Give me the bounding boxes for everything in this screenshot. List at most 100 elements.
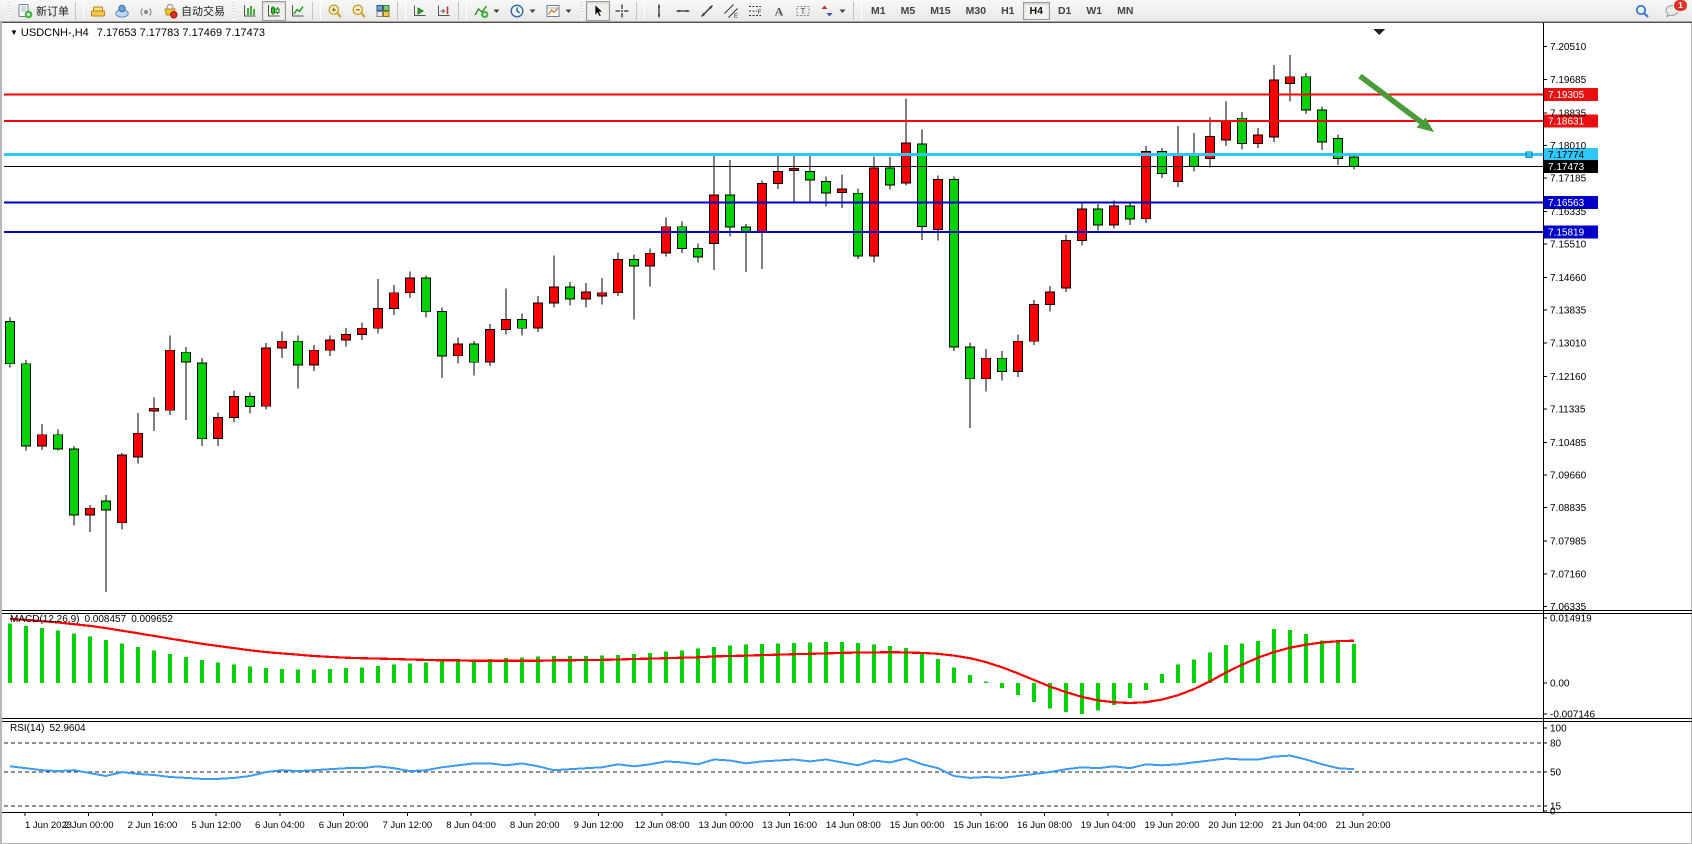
- text-tool-button[interactable]: A: [767, 1, 791, 21]
- timeframe-button-m5[interactable]: M5: [894, 2, 923, 20]
- price-axis-tick: 7.18835: [1550, 108, 1587, 119]
- auto-scroll-button[interactable]: [408, 1, 432, 21]
- toolbar-grip[interactable]: [7, 1, 10, 20]
- horizontal-line-icon: [675, 3, 691, 19]
- bar-chart-mode-button[interactable]: [238, 1, 262, 21]
- time-axis-tick: 6 Jun 20:00: [319, 820, 369, 831]
- signals-button[interactable]: [134, 1, 158, 21]
- price-badge-label: 7.17473: [1548, 162, 1585, 173]
- horizontal-line-tool-button[interactable]: [671, 1, 695, 21]
- svg-text:E: E: [734, 13, 738, 19]
- timeframe-button-w1[interactable]: W1: [1079, 2, 1109, 20]
- timeframe-button-d1[interactable]: D1: [1051, 2, 1078, 20]
- main-toolbar: 新订单 自动交易 E F A T M1 M5 M15 M30 H1 H4 D1 W1 MN 1: [0, 0, 1692, 22]
- price-axis-tick: 7.08835: [1550, 503, 1587, 514]
- price-badge-label: 7.17774: [1548, 150, 1585, 161]
- macd-indicator-label: MACD(12,26,9) 0.008457 0.009652: [10, 614, 178, 625]
- time-axis-tick: 15 Jun 00:00: [890, 820, 945, 831]
- timeframe-button-m30[interactable]: M30: [959, 2, 993, 20]
- collapse-quote-icon[interactable]: ▼: [10, 28, 18, 37]
- zoom-out-button[interactable]: [347, 1, 371, 21]
- indicators-button[interactable]: [469, 1, 505, 21]
- chart-canvas[interactable]: 7.19305 7.18631 7.17774 7.17473 7.16563 7.158…: [2, 22, 1692, 844]
- trendline-tool-button[interactable]: [695, 1, 719, 21]
- price-axis-tick: 7.10485: [1550, 438, 1587, 449]
- candlestick-mode-button[interactable]: [262, 0, 286, 21]
- price-badge: [1544, 160, 1598, 174]
- vertical-line-tool-button[interactable]: [647, 1, 671, 21]
- market-button[interactable]: [110, 1, 134, 21]
- zoom-in-button[interactable]: [323, 1, 347, 21]
- timeframe-button-m15[interactable]: M15: [923, 2, 957, 20]
- chevron-down-icon: [564, 3, 573, 19]
- time-axis-tick: 21 Jun 04:00: [1272, 820, 1327, 831]
- search-button[interactable]: [1630, 1, 1654, 21]
- market-icon: [114, 3, 130, 19]
- cursor-tool-button[interactable]: [586, 0, 610, 21]
- price-axis-tick: 7.09660: [1550, 471, 1587, 482]
- price-badge: [1544, 225, 1598, 239]
- line-chart-mode-button[interactable]: [286, 1, 310, 21]
- price-axis-tick: 7.16335: [1550, 207, 1587, 218]
- toolbar-separator: [312, 1, 321, 20]
- time-axis-tick: 8 Jun 20:00: [510, 820, 560, 831]
- chart-shift-button[interactable]: [432, 1, 456, 21]
- new-order-button[interactable]: 新订单: [13, 1, 73, 21]
- toolbar-grip[interactable]: [580, 1, 583, 20]
- chart-shift-marker-icon[interactable]: [1373, 29, 1385, 35]
- level-handle[interactable]: [1525, 151, 1533, 159]
- autotrade-button[interactable]: 自动交易: [158, 1, 229, 21]
- chevron-down-icon: [492, 3, 501, 19]
- time-axis-tick: 1 Jun 2023: [25, 820, 72, 831]
- toolbar-separator: [397, 1, 406, 20]
- toolbar-separator: [458, 1, 467, 20]
- arrows-shapes-icon: [819, 3, 835, 19]
- text-label-icon: T: [795, 3, 811, 19]
- chart-title: ▼ USDCNH-,H4 7.17653 7.17783 7.17469 7.174…: [10, 27, 270, 39]
- timeframe-button-h4[interactable]: H4: [1022, 1, 1050, 20]
- shapes-tool-button[interactable]: [815, 1, 851, 21]
- autotrade-icon: [162, 3, 178, 19]
- tile-windows-button[interactable]: [371, 1, 395, 21]
- fibonacci-tool-button[interactable]: F: [743, 1, 767, 21]
- time-axis-tick: 13 Jun 16:00: [762, 820, 817, 831]
- auto-scroll-icon: [412, 3, 428, 19]
- price-axis-tick: 7.07160: [1550, 569, 1587, 580]
- macd-name: MACD(12,26,9): [10, 614, 80, 625]
- svg-text:A: A: [775, 4, 784, 18]
- candle-wicks: [9, 55, 1355, 592]
- zoom-out-icon: [351, 3, 367, 19]
- deposit-button[interactable]: [86, 1, 110, 21]
- channel-tool-button[interactable]: E: [719, 1, 743, 21]
- rsi-axis-tick: 80: [1550, 739, 1562, 750]
- search-icon: [1634, 3, 1650, 19]
- zoom-in-icon: [327, 3, 343, 19]
- price-badge-label: 7.15819: [1548, 227, 1585, 238]
- trend-arrow-annotation[interactable]: [1358, 73, 1434, 132]
- crosshair-tool-button[interactable]: [610, 1, 634, 21]
- rsi-axis-tick: 100: [1550, 724, 1567, 735]
- templates-button[interactable]: [541, 1, 577, 21]
- fibonacci-icon: F: [747, 3, 763, 19]
- label-tool-button[interactable]: T: [791, 1, 815, 21]
- price-axis-tick: 7.20510: [1550, 42, 1587, 53]
- price-badge: [1544, 148, 1598, 162]
- notifications-button[interactable]: 1: [1660, 0, 1688, 21]
- candlestick-series-bull: [37, 76, 1295, 524]
- cursor-icon: [590, 3, 606, 19]
- time-axis-tick: 14 Jun 08:00: [826, 820, 881, 831]
- timeframe-button-h1[interactable]: H1: [994, 2, 1021, 20]
- toolbar-grip[interactable]: [232, 1, 235, 20]
- periods-menu-button[interactable]: [505, 1, 541, 21]
- price-axis-tick: 7.19685: [1550, 75, 1587, 86]
- price-badge: [1544, 196, 1598, 209]
- timeframe-button-m1[interactable]: M1: [864, 2, 893, 20]
- timeframe-switcher: M1 M5 M15 M30 H1 H4 D1 W1 MN: [864, 1, 1140, 20]
- tile-windows-icon: [375, 3, 391, 19]
- price-axis-tick: 7.12160: [1550, 372, 1587, 383]
- price-axis-tick: 7.06335: [1550, 602, 1587, 613]
- vertical-line-icon: [651, 3, 667, 19]
- timeframe-button-mn[interactable]: MN: [1110, 2, 1140, 20]
- line-chart-icon: [290, 3, 306, 19]
